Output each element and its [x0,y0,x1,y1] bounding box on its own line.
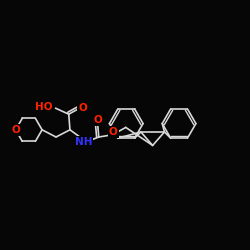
Text: O: O [109,127,118,137]
Text: O: O [11,125,20,135]
Text: O: O [78,103,87,113]
Text: NH: NH [75,137,92,147]
Text: HO: HO [35,102,53,112]
Text: O: O [93,116,102,126]
